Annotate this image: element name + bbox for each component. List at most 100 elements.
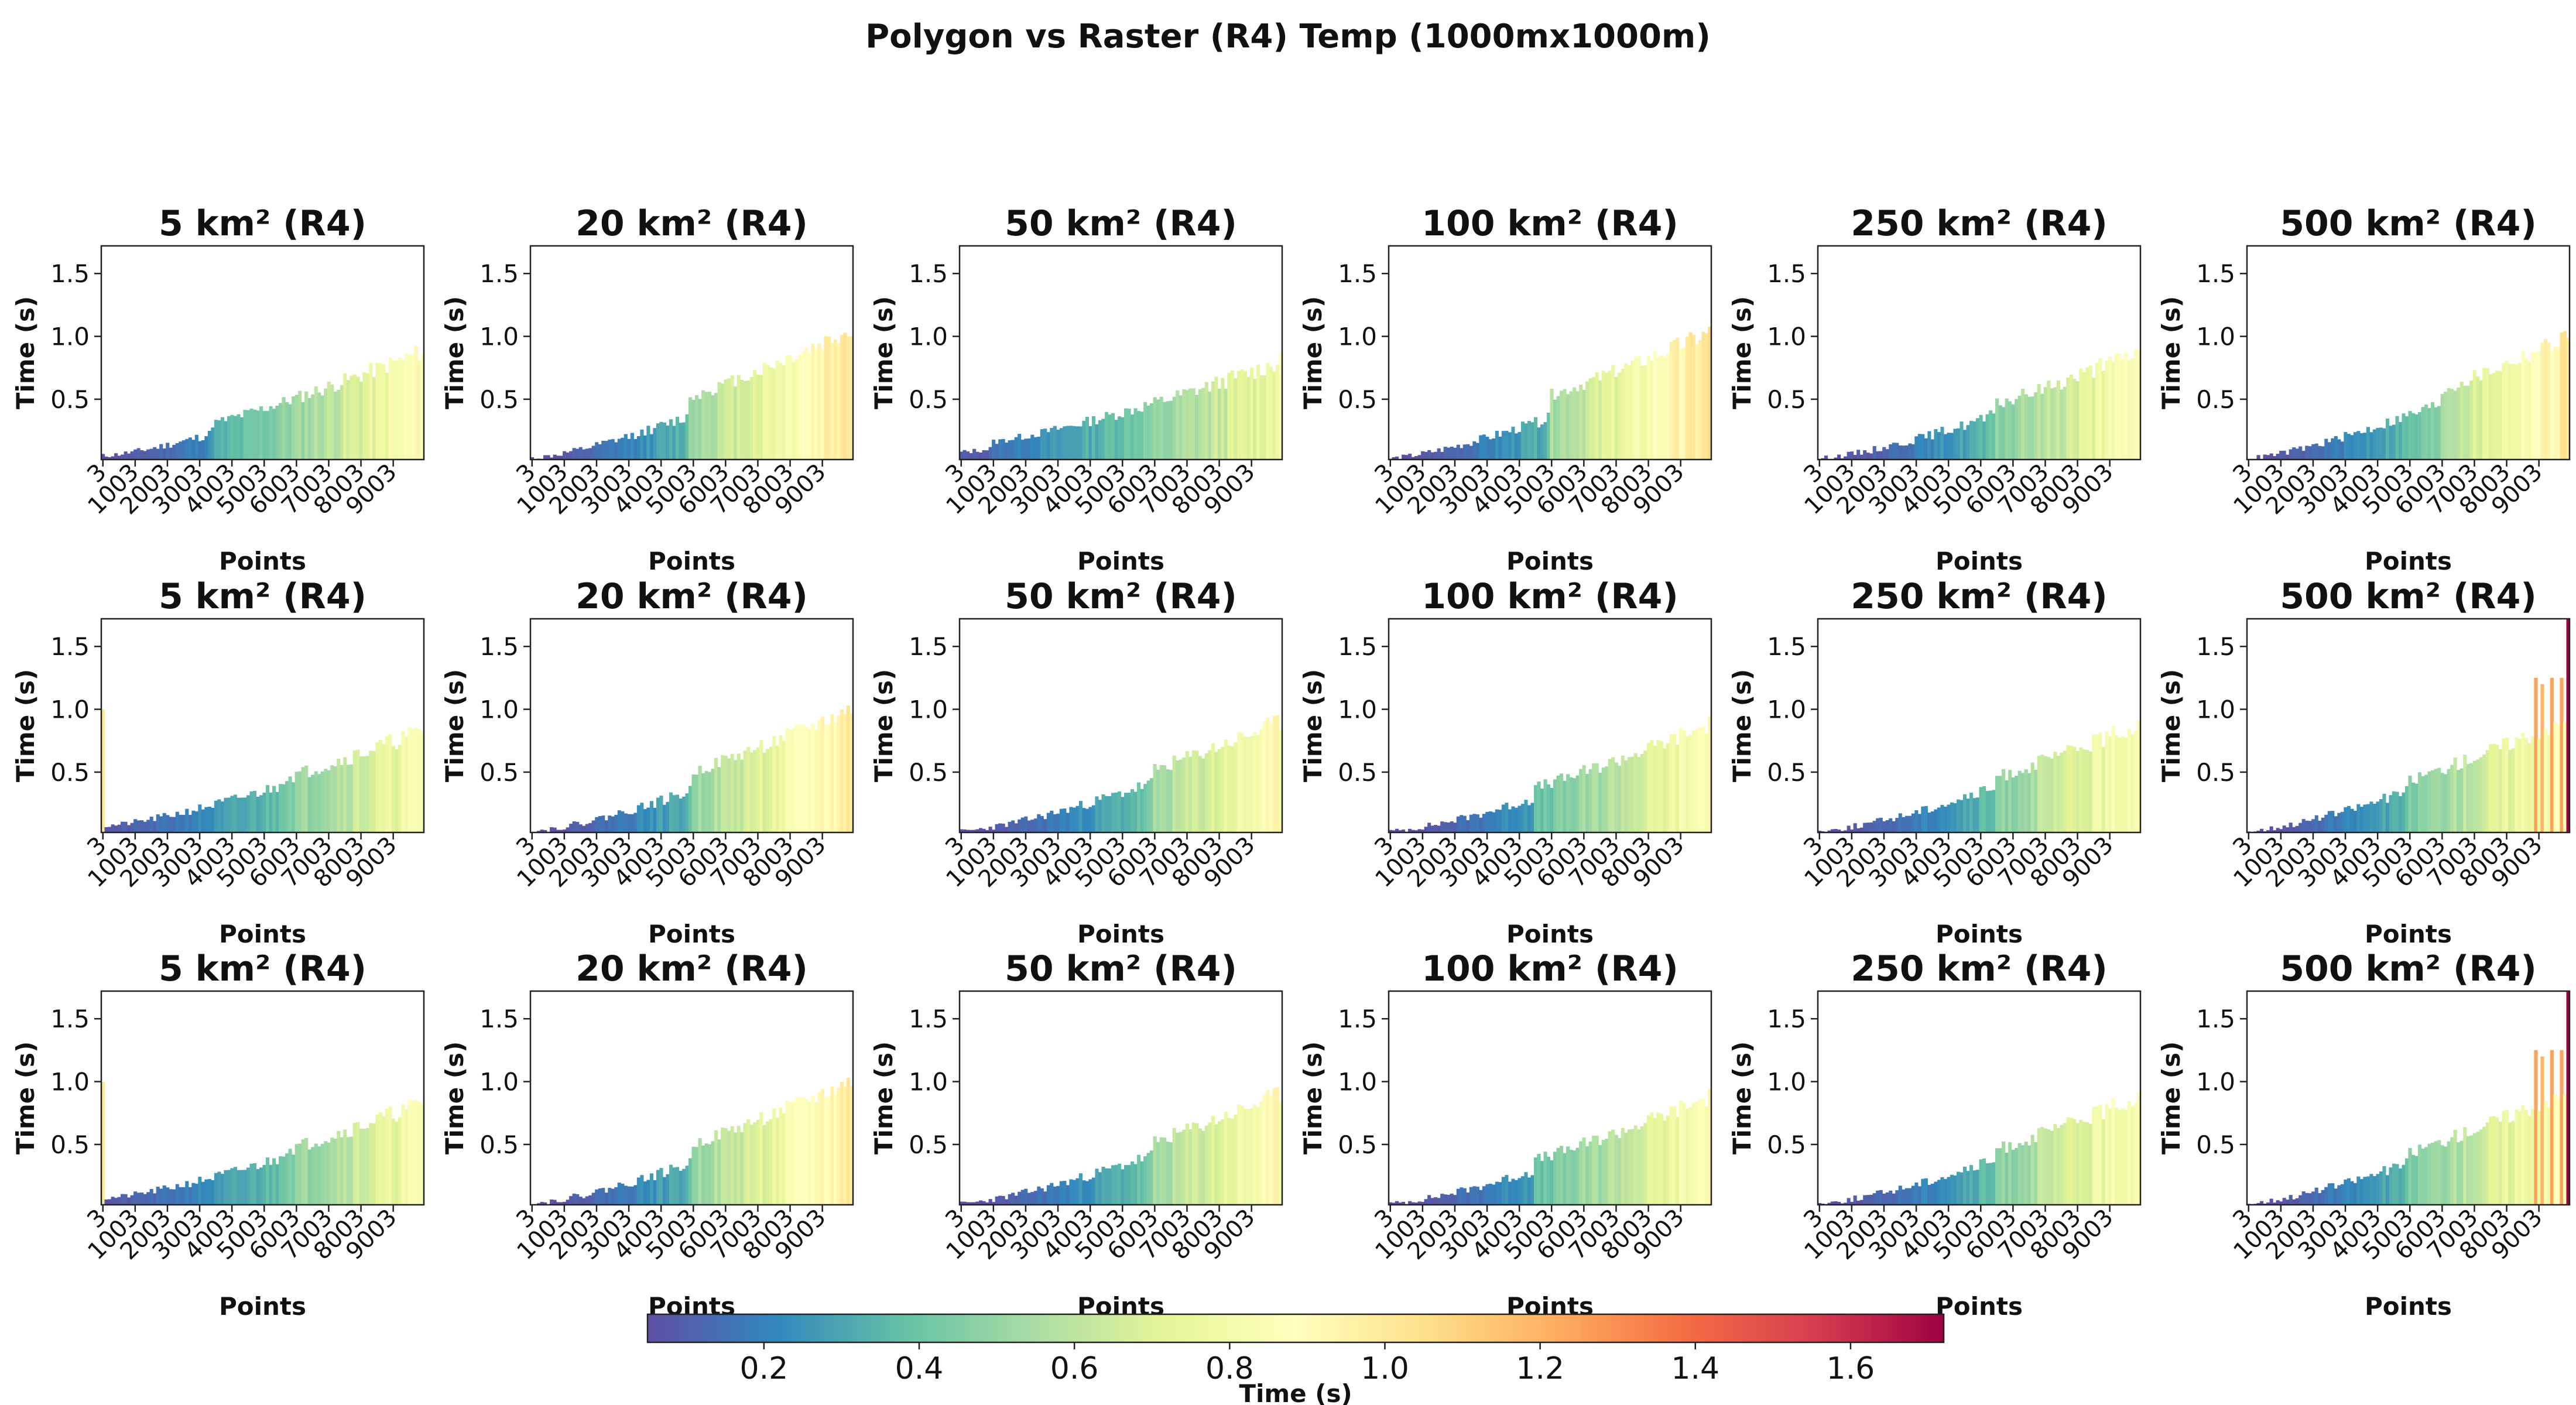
bar [1033,818,1037,832]
bar [746,1119,751,1205]
bar [188,437,192,460]
bar [198,804,202,832]
bar [1262,1094,1267,1205]
bar [201,1181,205,1205]
bar [1950,1174,1954,1205]
bar [127,1197,131,1205]
bar [1563,1153,1567,1205]
bar [2005,780,2009,832]
bar [1646,742,1650,832]
bar [1430,452,1434,460]
bar [675,416,680,460]
bar [2479,1129,2483,1205]
bar [2040,393,2044,460]
bar [2008,401,2012,460]
bar [2301,451,2306,460]
bar [1640,365,1644,460]
bar [343,373,347,460]
bar [591,1192,595,1205]
bar [1676,744,1680,832]
bar [2566,991,2570,1205]
bar [675,1167,680,1205]
bar [1837,830,1841,832]
bar [1663,1120,1667,1205]
bar [159,816,163,832]
bar [2133,731,2138,832]
bar [1927,431,1931,460]
bar [1040,815,1044,832]
bar [340,765,344,832]
bar [1063,426,1067,460]
bar [2024,1142,2028,1205]
bar [233,1167,238,1205]
bar [1221,378,1225,460]
bar [1143,1156,1147,1205]
bar [1575,1147,1580,1205]
x-axis-label: Points [219,920,306,948]
x-axis-label: Points [1936,920,2023,948]
bar [724,1128,728,1205]
bar [262,410,266,460]
bar [2530,1108,2534,1205]
bar [2273,830,2277,832]
bar [2563,721,2567,832]
bar [272,786,276,832]
bar [1411,1202,1415,1205]
bar [811,1095,815,1205]
bar [640,803,644,832]
bar [1650,361,1654,460]
bar [1127,793,1131,832]
bar [649,1173,653,1205]
bar [124,821,128,832]
bar [550,1199,554,1205]
bar [2476,759,2480,832]
bar [1582,765,1586,832]
bar [1611,365,1615,460]
bar [1511,426,1515,460]
bar [1185,390,1189,460]
bar [2492,743,2496,832]
bar [2350,1181,2354,1205]
bar [633,1185,638,1205]
bar [814,1102,818,1205]
bar [1892,1193,1896,1205]
bar [837,343,841,460]
bar [756,747,760,832]
bar [133,1191,138,1205]
bar [611,439,615,460]
bar [2521,1105,2525,1205]
bar [1450,446,1454,460]
bar [214,420,218,460]
bar [730,375,734,460]
bar [1182,389,1186,460]
bar [1550,1160,1554,1205]
bar [1114,792,1118,832]
bar [1989,1163,1993,1205]
bar [239,417,244,460]
bar [1221,747,1225,832]
bar [1275,365,1280,460]
bar [130,451,134,460]
bar [2476,376,2480,460]
bar [1037,436,1041,460]
bar [2011,404,2015,460]
bar [1101,794,1105,832]
bar [1953,1176,1957,1205]
bar [804,727,809,832]
bar [1121,417,1125,460]
bar [2030,396,2034,460]
bar [385,1108,389,1205]
bar [604,820,608,832]
bar [1020,817,1025,832]
bar [743,1123,747,1205]
bar [1236,732,1241,832]
bar [2508,364,2512,460]
bar [1488,811,1492,832]
bar [698,399,702,460]
bar [2005,1152,2009,1205]
bar [1179,395,1183,460]
bar [2363,1177,2367,1205]
bar [2060,389,2064,460]
bar [1095,796,1099,832]
bar [1688,1107,1693,1205]
